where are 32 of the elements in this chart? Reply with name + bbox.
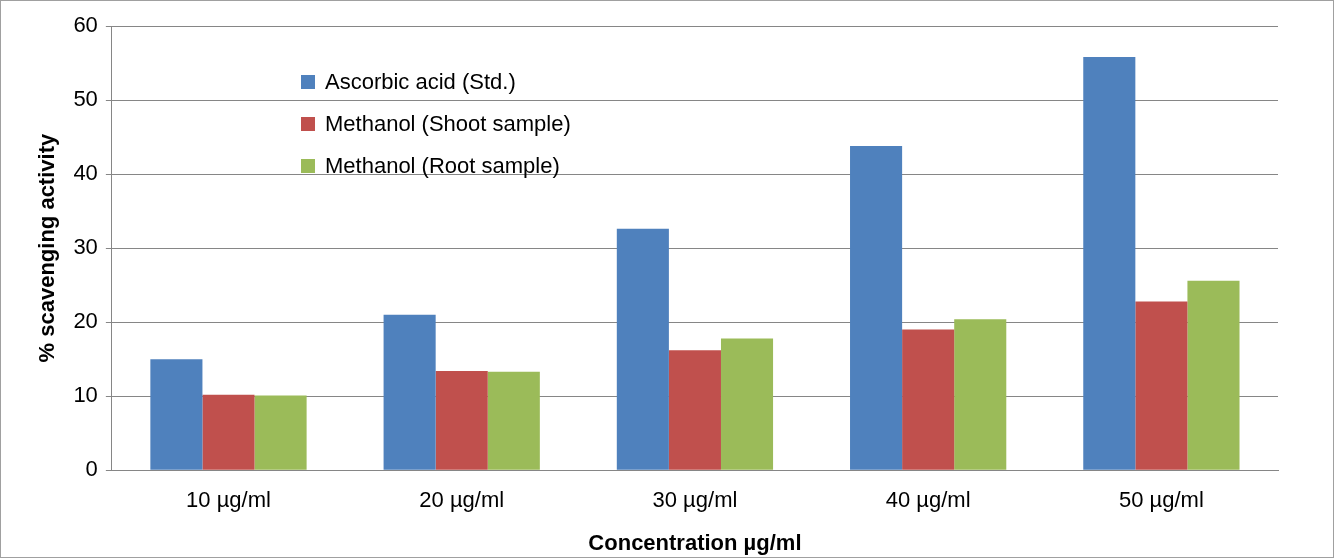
x-tick-label: 40 µg/ml	[885, 487, 971, 513]
bar	[954, 319, 1007, 470]
y-tick-label: 10	[73, 382, 98, 408]
bar	[1083, 57, 1136, 470]
bar	[435, 371, 488, 470]
bar	[902, 329, 955, 470]
bar	[720, 338, 774, 470]
legend-label: Methanol (Root sample)	[325, 153, 560, 179]
x-tick-label: 10 µg/ml	[186, 487, 271, 513]
x-tick-label: 20 µg/ml	[419, 487, 505, 513]
x-axis-title: Concentration µg/ml	[588, 529, 802, 555]
y-axis-title: % scavenging activity	[34, 133, 60, 363]
y-tick-label: 20	[73, 308, 98, 334]
y-tick-label: 60	[73, 12, 98, 38]
y-tick-label: 30	[73, 234, 98, 260]
legend-label: Methanol (Shoot sample)	[325, 111, 571, 137]
bar	[1187, 280, 1240, 470]
bar	[254, 395, 307, 470]
bar	[202, 394, 255, 470]
bar	[487, 371, 540, 470]
bar	[668, 350, 721, 470]
bar	[1135, 301, 1188, 470]
x-tick-label: 50 µg/ml	[1118, 487, 1204, 513]
bar	[383, 314, 436, 470]
bar	[616, 228, 669, 470]
legend-label: Ascorbic acid (Std.)	[325, 69, 516, 95]
y-tick-label: 0	[85, 456, 98, 482]
y-tick-label: 50	[73, 86, 98, 112]
x-tick-label: 30 µg/ml	[652, 487, 738, 513]
bar	[850, 145, 903, 470]
y-tick-label: 40	[73, 160, 98, 186]
bar	[150, 359, 203, 470]
